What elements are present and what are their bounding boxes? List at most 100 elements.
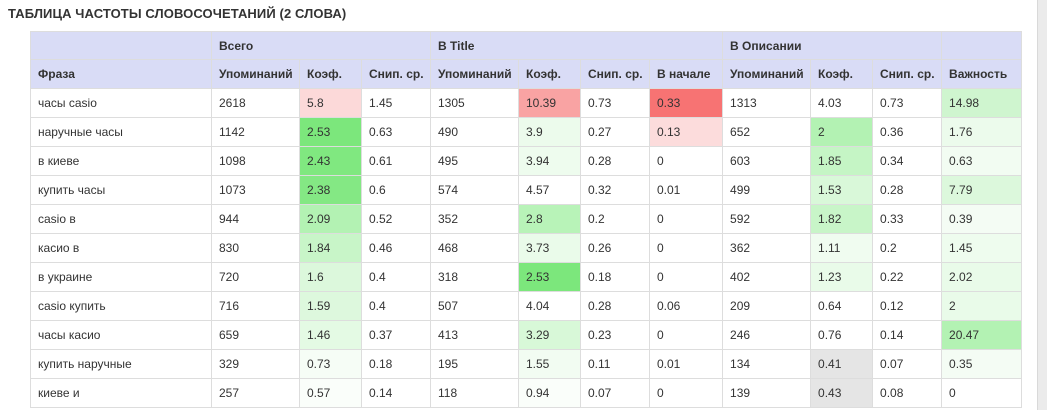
phrase-cell: касио в — [30, 233, 212, 263]
importance-cell: 2.02 — [941, 262, 1023, 292]
desc-snippet-avg-cell: 0.34 — [872, 146, 943, 176]
phrase-cell: наручные часы — [30, 117, 212, 147]
coef-cell: 2.38 — [299, 175, 362, 205]
coef-cell: 2.09 — [299, 204, 362, 234]
title-at-start-cell: 0 — [648, 320, 724, 350]
title-snippet-avg-cell: 0.28 — [580, 291, 650, 321]
table-row: в украине 720 1.6 0.4 318 2.53 0.18 0 402 1.23 0.2… — [30, 262, 1023, 292]
title-coef-cell: 2.8 — [518, 204, 581, 234]
table-row: купить наручные 329 0.73 0.18 195 1.55 0.11 0.0… — [30, 349, 1023, 379]
title-coef-cell: 3.94 — [518, 146, 581, 176]
title-at-start-cell: 0.06 — [648, 291, 724, 321]
column-header-row: Фраза Упоминаний Коэф. Снип. ср. Упомина… — [30, 59, 1023, 89]
table-row: киеве и 257 0.57 0.14 118 0.94 0.07 0 139 0.43 0.0… — [30, 378, 1023, 408]
snippet-avg-cell: 0.37 — [361, 320, 431, 350]
desc-snippet-avg-cell: 0.07 — [872, 349, 943, 379]
title-snippet-avg-cell: 0.07 — [580, 378, 650, 408]
title-snippet-avg-cell: 0.28 — [580, 146, 650, 176]
desc-snippet-avg-cell: 0.14 — [872, 320, 943, 350]
title-mentions-cell: 195 — [430, 349, 519, 379]
importance-cell: 7.79 — [941, 175, 1023, 205]
desc-mentions-cell: 362 — [722, 233, 812, 263]
importance-cell: 0 — [941, 378, 1023, 408]
coef-cell: 1.59 — [299, 291, 362, 321]
title-snippet-avg-cell: 0.23 — [580, 320, 650, 350]
title-coef-cell: 2.53 — [518, 262, 581, 292]
title-snippet-avg-cell: 0.11 — [580, 349, 650, 379]
desc-mentions-cell: 652 — [722, 117, 812, 147]
coef-cell: 1.84 — [299, 233, 362, 263]
coef-cell: 0.73 — [299, 349, 362, 379]
desc-coef-cell: 2 — [810, 117, 874, 147]
desc-mentions-cell: 246 — [722, 320, 812, 350]
phrase-cell: киеве и — [30, 378, 212, 408]
mentions-cell: 1098 — [211, 146, 300, 176]
mentions-cell: 659 — [211, 320, 300, 350]
column-header-desc-coef[interactable]: Коэф. — [810, 59, 874, 89]
phrase-cell: в киеве — [30, 146, 212, 176]
desc-snippet-avg-cell: 0.22 — [872, 262, 943, 292]
group-header-description: В Описании — [722, 31, 943, 60]
snippet-avg-cell: 0.18 — [361, 349, 431, 379]
desc-snippet-avg-cell: 0.33 — [872, 204, 943, 234]
title-snippet-avg-cell: 0.73 — [580, 88, 650, 118]
page-title: ТАБЛИЦА ЧАСТОТЫ СЛОВОСОЧЕТАНИЙ (2 СЛОВА) — [8, 6, 347, 21]
importance-cell: 20.47 — [941, 320, 1023, 350]
phrase-cell: casio в — [30, 204, 212, 234]
title-snippet-avg-cell: 0.26 — [580, 233, 650, 263]
title-mentions-cell: 495 — [430, 146, 519, 176]
coef-cell: 2.43 — [299, 146, 362, 176]
title-at-start-cell: 0 — [648, 262, 724, 292]
coef-cell: 0.57 — [299, 378, 362, 408]
group-header-title: В Title — [429, 31, 724, 60]
importance-cell: 0.35 — [941, 349, 1023, 379]
title-mentions-cell: 468 — [430, 233, 519, 263]
column-header-title-coef[interactable]: Коэф. — [518, 59, 581, 89]
table-row: касио в 830 1.84 0.46 468 3.73 0.26 0 362 1.11 0.2… — [30, 233, 1023, 263]
coef-cell: 1.6 — [299, 262, 362, 292]
importance-cell: 0.39 — [941, 204, 1023, 234]
table-row: в киеве 1098 2.43 0.61 495 3.94 0.28 0 603 1.85 0.… — [30, 146, 1023, 176]
column-header-desc-mentions[interactable]: Упоминаний — [722, 59, 812, 89]
desc-mentions-cell: 592 — [722, 204, 812, 234]
title-at-start-cell: 0.01 — [648, 175, 724, 205]
title-coef-cell: 4.57 — [518, 175, 581, 205]
snippet-avg-cell: 0.46 — [361, 233, 431, 263]
column-header-phrase[interactable]: Фраза — [30, 59, 212, 89]
mentions-cell: 716 — [211, 291, 300, 321]
column-header-title-at-start[interactable]: В начале — [648, 59, 724, 89]
desc-snippet-avg-cell: 0.08 — [872, 378, 943, 408]
column-header-snippet-avg[interactable]: Снип. ср. — [361, 59, 431, 89]
desc-mentions-cell: 499 — [722, 175, 812, 205]
title-at-start-cell: 0 — [648, 378, 724, 408]
title-mentions-cell: 318 — [430, 262, 519, 292]
desc-snippet-avg-cell: 0.2 — [872, 233, 943, 263]
column-header-mentions[interactable]: Упоминаний — [211, 59, 300, 89]
table-body: часы casio 2618 5.8 1.45 1305 10.39 0.73 0.33 13… — [30, 88, 1023, 408]
desc-mentions-cell: 134 — [722, 349, 812, 379]
title-coef-cell: 1.55 — [518, 349, 581, 379]
desc-snippet-avg-cell: 0.73 — [872, 88, 943, 118]
desc-snippet-avg-cell: 0.28 — [872, 175, 943, 205]
desc-coef-cell: 0.64 — [810, 291, 874, 321]
title-coef-cell: 0.94 — [518, 378, 581, 408]
snippet-avg-cell: 0.52 — [361, 204, 431, 234]
column-header-desc-snippet-avg[interactable]: Снип. ср. — [872, 59, 943, 89]
coef-cell: 2.53 — [299, 117, 362, 147]
desc-mentions-cell: 603 — [722, 146, 812, 176]
importance-cell: 2 — [941, 291, 1023, 321]
title-at-start-cell: 0.13 — [648, 117, 724, 147]
mentions-cell: 1073 — [211, 175, 300, 205]
coef-cell: 1.46 — [299, 320, 362, 350]
table-row: часы касио 659 1.46 0.37 413 3.29 0.23 0 246 0.76… — [30, 320, 1023, 350]
mentions-cell: 720 — [211, 262, 300, 292]
column-header-title-mentions[interactable]: Упоминаний — [430, 59, 519, 89]
column-header-coef[interactable]: Коэф. — [299, 59, 362, 89]
desc-coef-cell: 0.43 — [810, 378, 874, 408]
title-mentions-cell: 1305 — [430, 88, 519, 118]
desc-coef-cell: 1.82 — [810, 204, 874, 234]
title-coef-cell: 4.04 — [518, 291, 581, 321]
snippet-avg-cell: 0.61 — [361, 146, 431, 176]
column-header-title-snippet-avg[interactable]: Снип. ср. — [580, 59, 650, 89]
column-header-importance[interactable]: Важность — [941, 59, 1023, 89]
